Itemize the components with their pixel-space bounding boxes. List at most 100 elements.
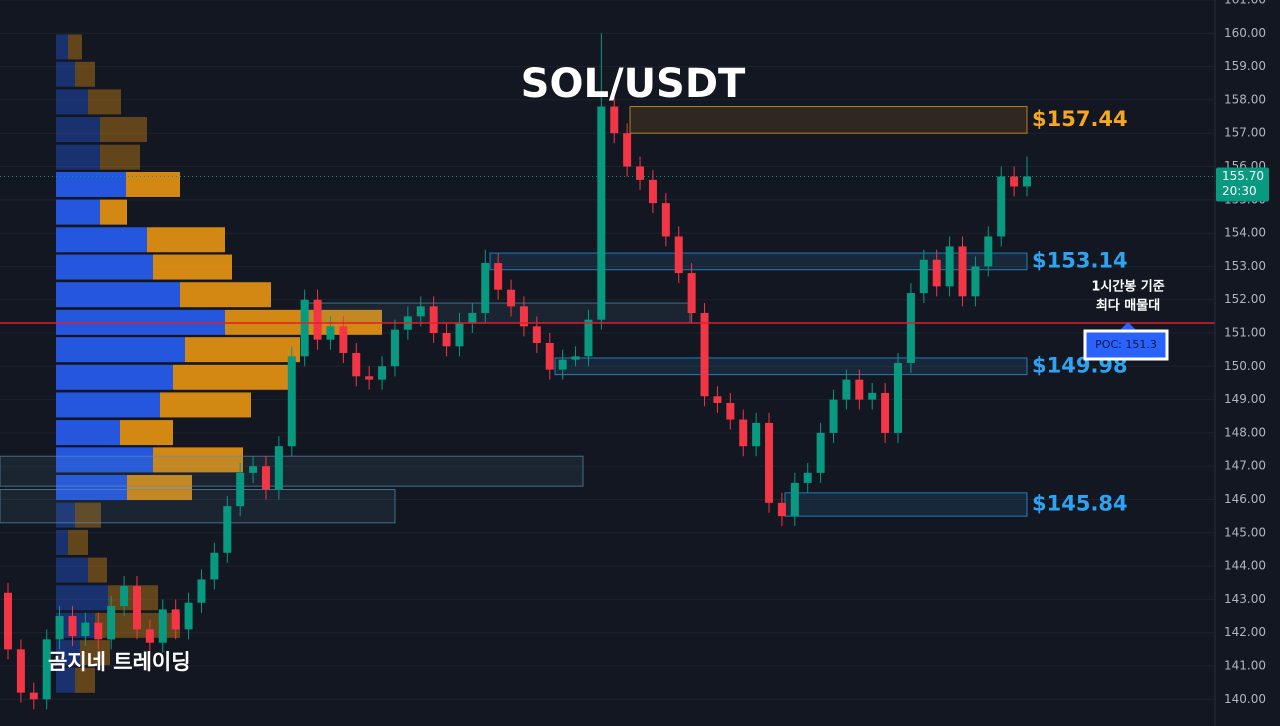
candle-body [223,506,232,553]
zone-label: $153.14 [1032,248,1128,272]
chart-title: SOL/USDT [521,61,746,107]
candle-body [378,366,387,380]
candle-body [558,359,567,370]
y-tick-label: 146.00 [1224,492,1266,506]
candle-body [365,376,374,380]
candle-body [752,422,761,447]
profile-buy [56,585,108,611]
candle-body [777,502,786,517]
candle-body [236,472,245,507]
zone [629,106,1028,134]
y-tick-label: 144.00 [1224,559,1266,573]
y-tick-label: 158.00 [1224,92,1266,106]
zone [0,455,584,487]
profile-buy [56,502,75,528]
profile-buy [56,337,185,363]
candle-body [636,166,645,180]
profile-buy [56,61,75,87]
candle-body [919,259,928,294]
candle-body [442,333,451,347]
candle-body [81,622,90,637]
profile-buy [56,392,160,418]
profile-buy [56,529,68,555]
candle-body [597,106,606,320]
profile-sell [100,117,147,143]
annotation-line: 1시간봉 기준 [1091,279,1164,295]
candle-body [829,399,838,433]
profile-buy [56,254,153,280]
candle-body [1023,176,1031,187]
candle-body [803,472,812,483]
profile-buy [56,199,100,225]
candle-body [661,203,670,237]
profile-buy [56,557,88,583]
candle-body [16,649,25,693]
candle-body [132,586,141,630]
watermark: 곰지네 트레이딩 [48,650,191,674]
profile-sell [75,667,95,693]
profile-sell [100,144,140,170]
y-tick-label: 160.00 [1224,26,1266,40]
zone [489,252,1028,271]
candle-body [481,263,490,314]
profile-sell [120,420,173,446]
y-tick-label: 159.00 [1224,59,1266,73]
y-tick-label: 153.00 [1224,259,1266,273]
zone [0,489,396,524]
candle-body [855,379,864,400]
y-tick-label: 142.00 [1224,625,1266,639]
candle-body [765,422,774,503]
candle-body [94,622,103,640]
candle-body [468,313,477,324]
candle-body [816,432,825,473]
profile-buy [56,34,68,60]
candle-body [171,609,180,630]
poc-box [1083,329,1169,361]
profile-sell [153,254,232,280]
y-tick-label: 152.00 [1224,292,1266,306]
candle-body [726,402,735,420]
last-price-box [1216,167,1269,202]
profile-sell [153,447,243,473]
profile-sell [88,89,121,115]
candle-body [532,326,541,343]
candle-body [107,606,116,640]
candle-body [687,273,696,314]
candle-body [4,592,12,650]
poc-arrow [1120,322,1136,330]
profile-buy [56,667,75,693]
zone-label: $157.44 [1032,107,1128,131]
y-tick-label: 143.00 [1224,592,1266,606]
y-tick-label: 151.00 [1224,326,1266,340]
last-price-label: 155.70 [1222,169,1264,183]
candle-body [623,133,632,167]
profile-buy [56,447,153,473]
candle-body [674,236,683,274]
candle-body [932,259,941,287]
zone [554,357,1028,376]
candle-body [739,419,748,447]
candle-body [158,609,167,643]
candle-body [868,392,877,400]
candle-body [997,176,1006,237]
candle-body [519,306,528,327]
candle-body [494,263,503,290]
profile-buy [56,364,173,390]
y-tick-label: 147.00 [1224,459,1266,473]
candle-body [790,482,799,517]
y-tick-label: 150.00 [1224,359,1266,373]
candle-body [584,319,593,357]
profile-buy [56,227,147,253]
y-tick-label: 157.00 [1224,126,1266,140]
candle-body [184,602,193,630]
profile-sell [68,34,82,60]
candle-body [210,552,219,580]
last-price-time: 20:30 [1222,184,1257,198]
profile-buy [56,89,88,115]
candle-body [610,106,619,134]
overlay: POC: 151.3 [0,175,1215,361]
poc-label: POC: 151.3 [1095,338,1157,351]
profile-buy [56,282,180,308]
candle-body [197,579,206,603]
profile-sell [100,199,127,225]
